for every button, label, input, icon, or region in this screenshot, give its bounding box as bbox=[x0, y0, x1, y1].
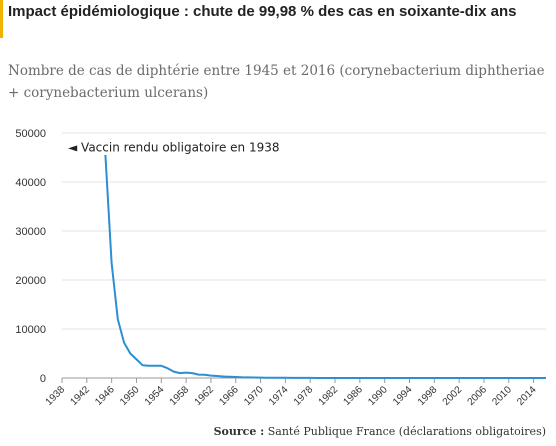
y-tick-label: 30000 bbox=[15, 226, 46, 238]
x-tick-label: 1962 bbox=[193, 384, 217, 408]
x-tick-label: 1958 bbox=[168, 384, 192, 408]
x-tick-label: 1946 bbox=[93, 384, 117, 408]
y-tick-label: 40000 bbox=[15, 177, 46, 189]
chart-heading: Impact épidémiologique : chute de 99,98 … bbox=[8, 3, 517, 20]
x-tick-label: 1998 bbox=[416, 384, 440, 408]
vaccine-annotation: ◄ Vaccin rendu obligatoire en 1938 bbox=[68, 141, 280, 155]
x-tick-label: 1966 bbox=[217, 384, 241, 408]
x-tick-label: 1970 bbox=[242, 384, 266, 408]
accent-bar bbox=[0, 0, 3, 38]
x-tick-label: 1938 bbox=[44, 384, 68, 408]
x-tick-label: 1942 bbox=[68, 384, 92, 408]
x-tick-label: 1954 bbox=[143, 384, 167, 408]
chart-subtitle: Nombre de cas de diphtérie entre 1945 et… bbox=[8, 63, 545, 101]
x-tick-label: 1986 bbox=[341, 384, 365, 408]
source-note: Source : Santé Publique France (déclarat… bbox=[214, 425, 546, 438]
x-tick-label: 1990 bbox=[366, 384, 390, 408]
y-tick-label: 20000 bbox=[15, 275, 46, 287]
x-tick-label: 1950 bbox=[118, 384, 142, 408]
x-tick-label: 1974 bbox=[267, 384, 291, 408]
x-tick-label: 2002 bbox=[441, 384, 465, 408]
x-tick-label: 1978 bbox=[292, 384, 316, 408]
y-tick-label: 10000 bbox=[15, 324, 46, 336]
series-line bbox=[104, 154, 546, 379]
x-tick-label: 1982 bbox=[317, 384, 341, 408]
y-tick-label: 0 bbox=[40, 373, 46, 385]
source-label: Source : bbox=[213, 425, 265, 438]
x-tick-label: 2014 bbox=[515, 384, 539, 408]
x-tick-label: 2010 bbox=[490, 384, 514, 408]
x-tick-label: 2006 bbox=[466, 384, 490, 408]
source-text: Santé Publique France (déclarations obli… bbox=[267, 425, 546, 438]
y-tick-label: 50000 bbox=[15, 128, 46, 140]
x-tick-label: 1994 bbox=[391, 384, 415, 408]
